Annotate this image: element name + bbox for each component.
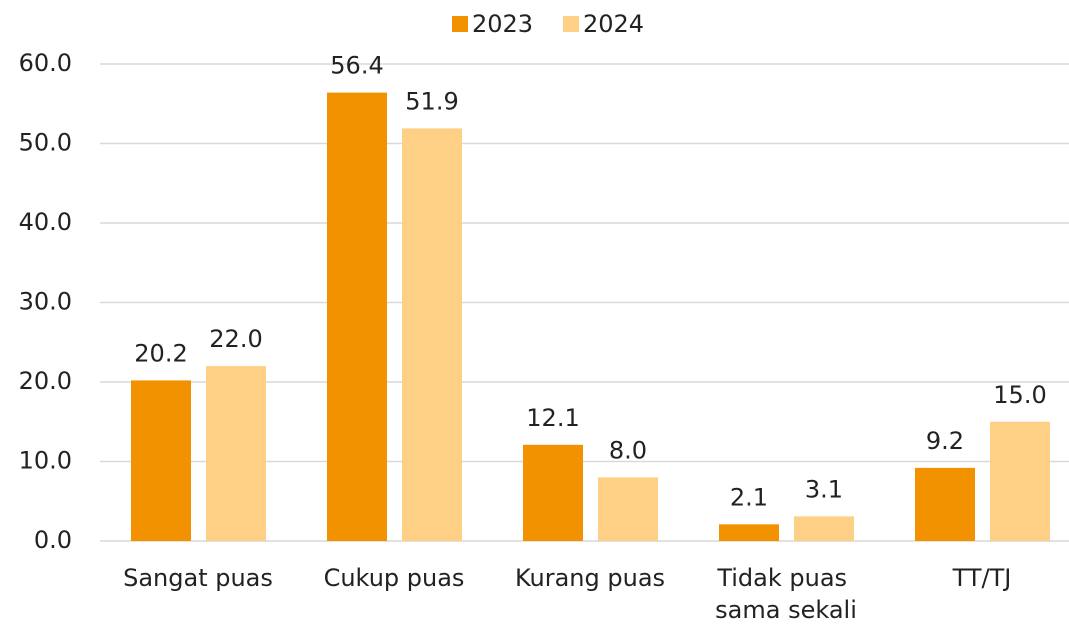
data-label: 2.1: [730, 483, 768, 511]
y-tick-label: 60.0: [19, 49, 72, 77]
y-tick-label: 30.0: [19, 288, 72, 316]
data-label: 15.0: [993, 381, 1046, 409]
bar: [598, 477, 658, 541]
bar: [523, 444, 583, 541]
bar: [131, 380, 191, 541]
data-label: 9.2: [926, 427, 964, 455]
x-tick-label: TT/TJ: [952, 564, 1012, 592]
data-label: 12.1: [526, 404, 579, 432]
bar: [990, 421, 1050, 541]
y-tick-label: 0.0: [34, 526, 72, 554]
legend-label: 2024: [583, 10, 644, 38]
x-tick-label: Tidak puas sama sekali: [715, 564, 857, 624]
legend-label: 2023: [472, 10, 533, 38]
bar: [794, 516, 854, 541]
data-label: 20.2: [134, 339, 187, 367]
bar: [915, 467, 975, 541]
bar: [402, 128, 462, 541]
x-tick-label: Sangat puas: [123, 564, 273, 592]
x-tick-line: sama sekali: [715, 596, 857, 624]
data-label: 51.9: [405, 87, 458, 115]
legend-swatch: [452, 16, 468, 32]
data-label: 3.1: [805, 475, 843, 503]
data-label: 56.4: [330, 52, 383, 80]
y-tick-label: 10.0: [19, 447, 72, 475]
data-label: 8.0: [609, 436, 647, 464]
y-tick-label: 40.0: [19, 208, 72, 236]
y-tick-label: 20.0: [19, 367, 72, 395]
bar: [206, 366, 266, 541]
bar: [719, 524, 779, 541]
data-label: 22.0: [209, 325, 262, 353]
x-tick-line: Tidak puas: [716, 564, 854, 592]
x-tick-label: Cukup puas: [324, 564, 465, 592]
y-tick-label: 50.0: [19, 129, 72, 157]
bar: [327, 92, 387, 542]
legend-swatch: [563, 16, 579, 32]
x-tick-label: Kurang puas: [515, 564, 665, 592]
